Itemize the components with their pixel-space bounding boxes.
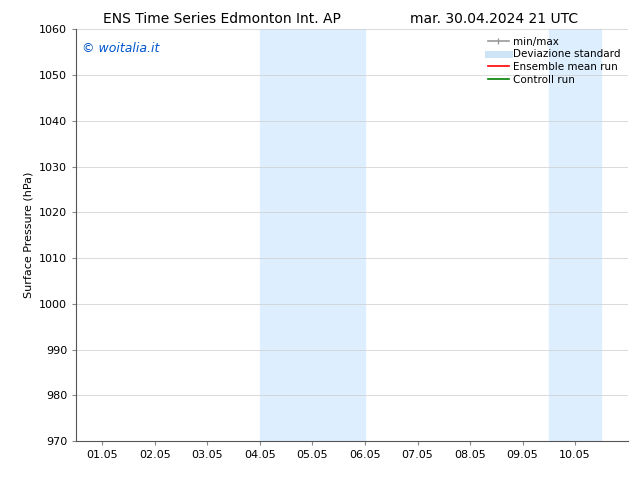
Bar: [549, 29, 602, 441]
Bar: [260, 29, 365, 441]
Text: mar. 30.04.2024 21 UTC: mar. 30.04.2024 21 UTC: [410, 12, 579, 26]
Text: © woitalia.it: © woitalia.it: [82, 42, 159, 55]
Legend: min/max, Deviazione standard, Ensemble mean run, Controll run: min/max, Deviazione standard, Ensemble m…: [486, 35, 623, 87]
Y-axis label: Surface Pressure (hPa): Surface Pressure (hPa): [23, 172, 34, 298]
Text: ENS Time Series Edmonton Int. AP: ENS Time Series Edmonton Int. AP: [103, 12, 341, 26]
